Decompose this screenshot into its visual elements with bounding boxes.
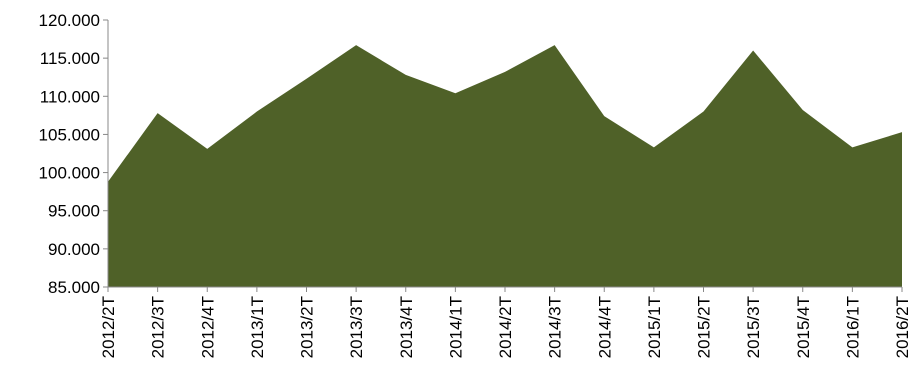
x-tick-label: 2012/3T <box>149 296 168 358</box>
x-tick-label: 2014/2T <box>496 296 515 358</box>
x-tick-label: 2013/3T <box>347 296 366 358</box>
y-tick-label: 95.000 <box>48 202 100 221</box>
x-tick-label: 2014/1T <box>446 296 465 358</box>
y-axis: 85.000 90.000 95.000 100.000 105.000 110.000 1… <box>39 11 108 297</box>
x-tick-label: 2016/1T <box>843 296 862 358</box>
x-tick-label: 2012/4T <box>198 296 217 358</box>
x-tick-label: 2015/1T <box>645 296 664 358</box>
y-tick-label: 90.000 <box>48 240 100 259</box>
x-tick-label: 2015/4T <box>794 296 813 358</box>
x-tick-label: 2013/1T <box>248 296 267 358</box>
area-series <box>108 45 902 287</box>
y-tick-label: 100.000 <box>39 164 100 183</box>
x-tick-label: 2016/2T <box>893 296 910 358</box>
x-tick-label: 2015/2T <box>695 296 714 358</box>
x-tick-label: 2014/3T <box>546 296 565 358</box>
x-tick-label: 2015/3T <box>744 296 763 358</box>
x-tick-label: 2014/4T <box>595 296 614 358</box>
y-tick-label: 110.000 <box>40 87 100 106</box>
y-tick-label: 85.000 <box>48 278 100 297</box>
x-axis: 2012/2T 2012/3T 2012/4T 2013/1T 2013/2T 2013/… <box>99 287 910 358</box>
y-tick-label: 115.000 <box>40 49 100 68</box>
plot-area <box>108 45 902 287</box>
x-tick-label: 2013/2T <box>298 296 317 358</box>
x-tick-label: 2012/2T <box>99 296 118 358</box>
y-tick-label: 120.000 <box>39 11 100 30</box>
x-tick-label: 2013/4T <box>397 296 416 358</box>
y-tick-label: 105.000 <box>39 125 100 144</box>
